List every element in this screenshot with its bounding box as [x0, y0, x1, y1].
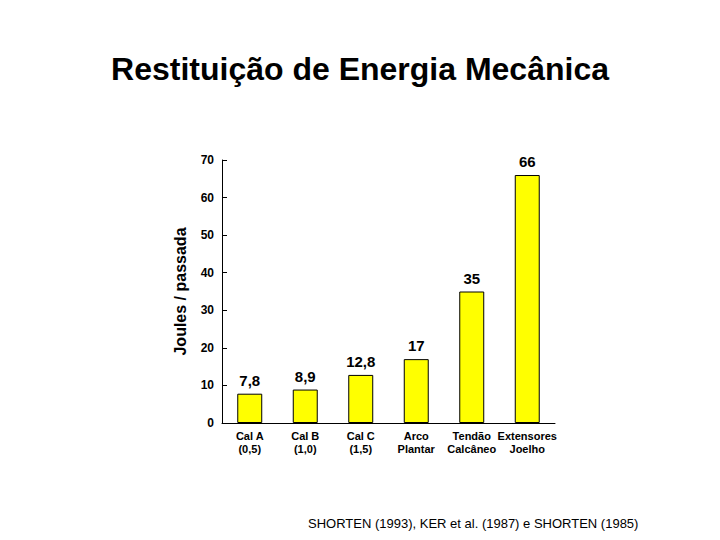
svg-text:66: 66 — [519, 153, 536, 170]
svg-text:(0,5): (0,5) — [238, 443, 261, 455]
svg-text:Joules / passada: Joules / passada — [172, 227, 189, 355]
svg-text:35: 35 — [463, 270, 480, 287]
svg-text:40: 40 — [201, 266, 215, 280]
svg-text:12,8: 12,8 — [346, 353, 375, 370]
svg-text:50: 50 — [201, 228, 215, 242]
svg-text:20: 20 — [201, 341, 215, 355]
svg-text:70: 70 — [201, 153, 215, 167]
svg-text:Restituição de Energia Mecânic: Restituição de Energia Mecânica — [111, 51, 609, 87]
svg-text:17: 17 — [408, 337, 425, 354]
svg-text:Calcâneo: Calcâneo — [447, 443, 496, 455]
svg-text:Joelho: Joelho — [510, 443, 546, 455]
svg-text:Cal C: Cal C — [347, 430, 375, 442]
svg-text:0: 0 — [207, 416, 214, 430]
svg-text:Arco: Arco — [404, 430, 429, 442]
svg-text:(1,5): (1,5) — [349, 443, 372, 455]
svg-text:SHORTEN (1993), KER et al. (19: SHORTEN (1993), KER et al. (1987) e SHOR… — [308, 516, 638, 531]
svg-text:Plantar: Plantar — [398, 443, 436, 455]
svg-text:60: 60 — [201, 191, 215, 205]
svg-text:Extensores: Extensores — [498, 430, 557, 442]
svg-text:Cal B: Cal B — [291, 430, 319, 442]
svg-text:30: 30 — [201, 303, 215, 317]
svg-text:Cal A: Cal A — [236, 430, 264, 442]
svg-text:(1,0): (1,0) — [294, 443, 317, 455]
svg-text:Tendão: Tendão — [453, 430, 492, 442]
svg-text:8,9: 8,9 — [295, 368, 316, 385]
svg-text:10: 10 — [201, 378, 215, 392]
svg-text:7,8: 7,8 — [239, 372, 260, 389]
